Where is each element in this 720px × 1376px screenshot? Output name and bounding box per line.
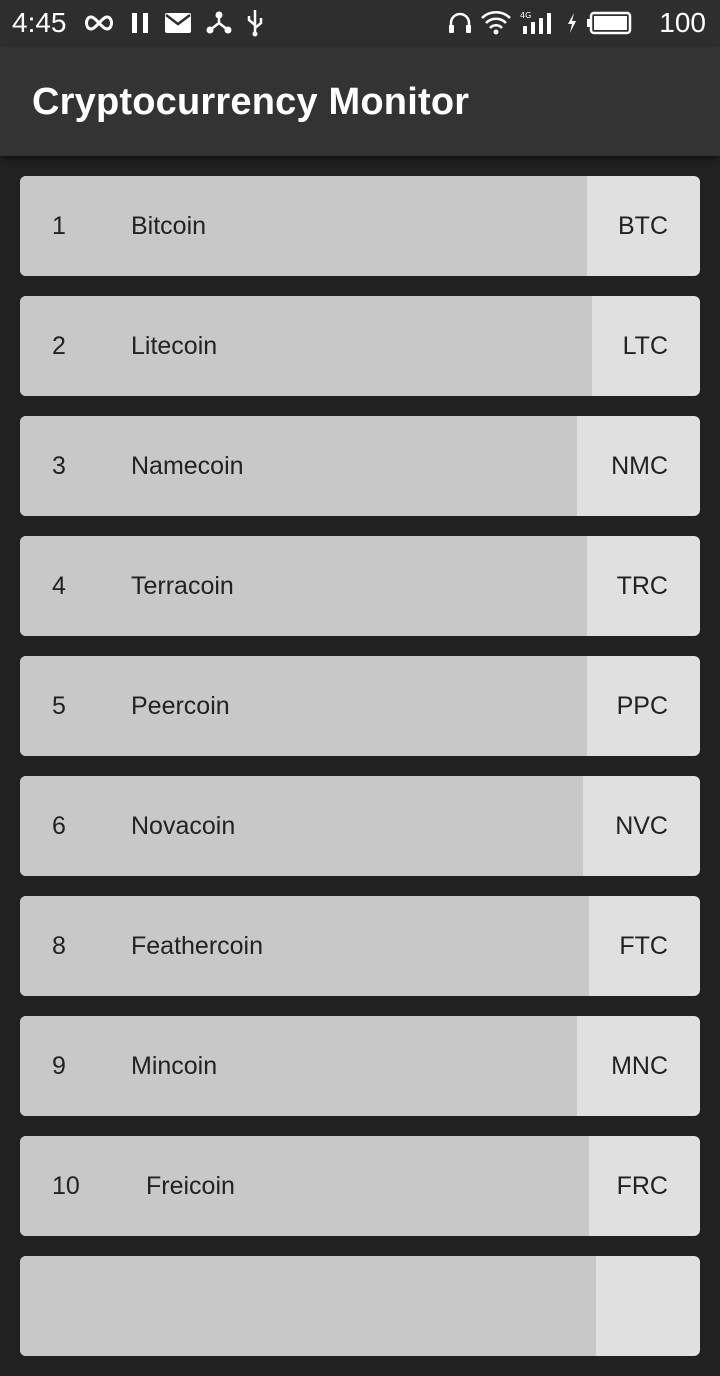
infinity-icon [82,13,116,33]
coin-symbol: FRC [616,1172,668,1200]
list-item[interactable]: 4 Terracoin TRC [20,536,700,636]
signal-4g-icon: 4G [520,10,558,36]
wifi-icon [480,10,512,36]
usb-icon [246,9,264,37]
coin-rank: 9 [52,1052,66,1080]
charging-icon [566,12,578,34]
coin-name: Terracoin [131,572,234,600]
coin-row-main [20,896,589,996]
share-icon [206,11,232,35]
coin-rank: 5 [52,692,66,720]
coin-rank: 2 [52,332,66,360]
status-left-icons [82,8,264,38]
list-item[interactable]: 5 Peercoin PPC [20,656,700,756]
coin-name: Litecoin [131,332,218,360]
coin-symbol: LTC [622,332,668,360]
coin-name: Mincoin [131,1052,218,1080]
coin-rank: 6 [52,812,66,840]
headphones-icon [448,12,472,34]
app-bar: Cryptocurrency Monitor [0,46,720,156]
svg-text:4G: 4G [520,11,531,20]
coin-symbol: FTC [619,932,668,960]
battery-icon [586,11,632,35]
status-right-icons: 4G [448,8,632,38]
coin-name: Bitcoin [131,212,207,240]
coin-symbol: TRC [616,572,668,600]
list-item[interactable]: 2 Litecoin LTC [20,296,700,396]
coin-name: Freicoin [146,1172,235,1200]
list-item[interactable]: 8 Feathercoin FTC [20,896,700,996]
coin-row-main [20,176,587,276]
coin-row-main [20,416,577,516]
list-item[interactable]: 9 Mincoin MNC [20,1016,700,1116]
coin-row-main [20,1016,577,1116]
coin-rank: 4 [52,572,66,600]
coin-row-main [20,1136,589,1236]
page-title: Cryptocurrency Monitor [32,81,470,123]
list-item[interactable] [20,1256,700,1356]
coin-symbol: NMC [611,452,668,480]
coin-symbol: MNC [611,1052,668,1080]
coin-row-main [20,536,587,636]
coin-row-main [20,656,587,756]
list-item[interactable]: 6 Novacoin NVC [20,776,700,876]
status-bar: 4:45 4G 100 [0,0,720,46]
list-item[interactable]: 10 Freicoin FRC [20,1136,700,1236]
coin-symbol: BTC [618,212,668,240]
coin-name: Novacoin [131,812,236,840]
list-item[interactable]: 1 Bitcoin BTC [20,176,700,276]
coin-list[interactable]: 1 Bitcoin BTC 2 Litecoin LTC 3 Namecoin … [20,176,700,1376]
battery-level: 100 [659,7,706,38]
list-item[interactable]: 3 Namecoin NMC [20,416,700,516]
coin-name: Feathercoin [131,932,264,960]
mail-icon [164,12,192,34]
coin-rank: 3 [52,452,66,480]
coin-name: Namecoin [131,452,244,480]
status-time: 4:45 [12,7,67,38]
coin-name: Peercoin [131,692,230,720]
coin-rank: 1 [52,212,66,240]
coin-row-main [20,776,583,876]
coin-row-main [20,296,592,396]
coin-symbol: PPC [616,692,668,720]
coin-row-main [20,1256,596,1356]
coin-rank: 10 [52,1172,80,1200]
pause-icon [130,12,150,34]
coin-rank: 8 [52,932,66,960]
coin-symbol: NVC [615,812,668,840]
